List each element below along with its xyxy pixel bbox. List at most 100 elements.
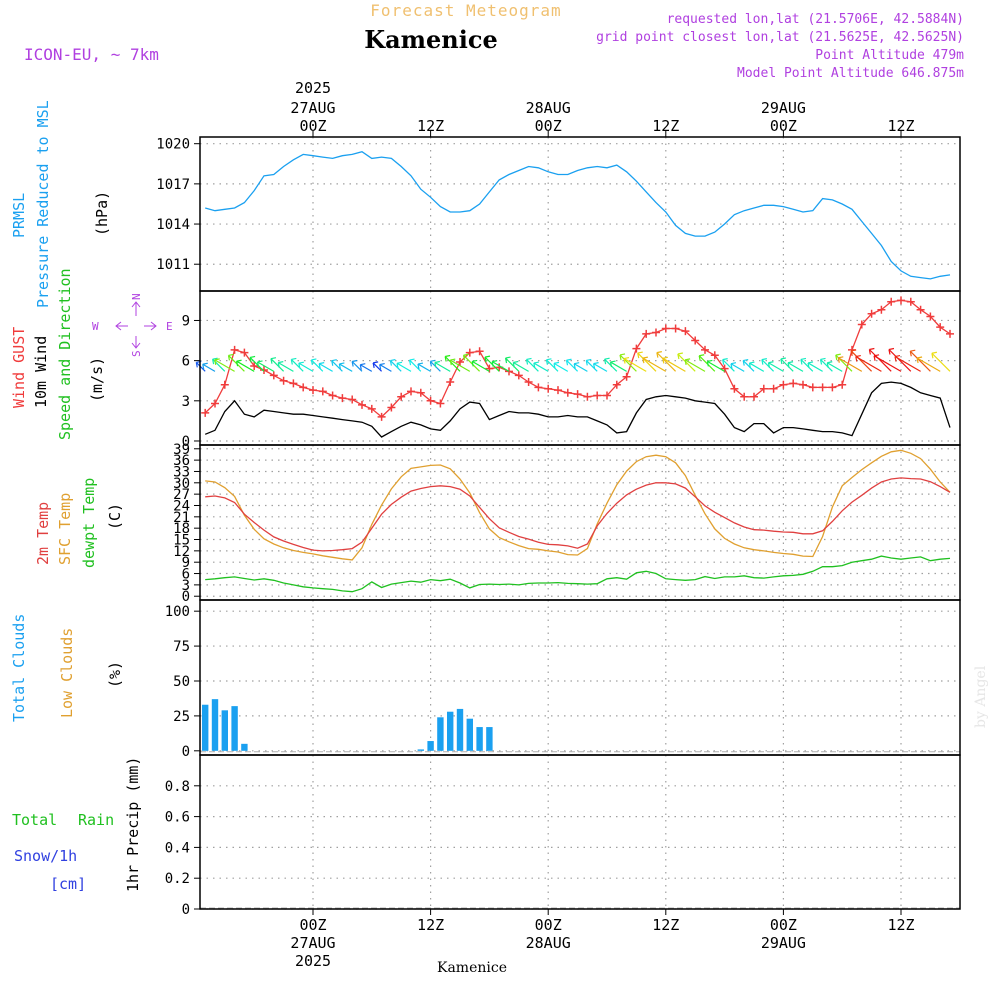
gust-marker (808, 383, 817, 392)
value-tick-label: 0.2 (165, 871, 190, 887)
wind-arrow-head (604, 357, 610, 365)
gust-marker (691, 336, 700, 345)
value-tick-label: 0 (182, 744, 190, 760)
bottom-time-label: 00Z (299, 916, 326, 934)
gridpoint-coords: grid point closest lon,lat (21.5625E, 42… (596, 30, 964, 45)
wind-arrow-head (462, 353, 469, 361)
wind-arrow-shaft (623, 358, 647, 372)
wind-arrow-shaft (471, 360, 490, 372)
wind-direction-arrow (310, 358, 324, 372)
cloud-labels: Total Clouds Low Clouds (%) (10, 614, 124, 722)
value-tick-label: 50 (173, 674, 190, 690)
panel-frame (199, 599, 961, 756)
wind-direction-arrow (623, 356, 647, 372)
value-tick-label: 33 (173, 464, 190, 480)
wind-arrow-head (619, 353, 626, 361)
wind-direction-arrow (819, 357, 833, 372)
top-time-label: 29AUG (761, 99, 806, 117)
wind-arrow-shaft (837, 357, 863, 372)
precip-label-cm: [cm] (50, 875, 86, 893)
gust-marker (289, 379, 298, 388)
wind-arrow-shaft (742, 360, 755, 372)
model-label: ICON-EU, ~ 7km (24, 45, 159, 64)
wind-direction-arrow (318, 362, 333, 372)
wind-arrow-head (408, 358, 415, 366)
value-tick-label: 0 (182, 589, 190, 605)
wind-arrow-head (417, 362, 424, 370)
value-tick-label: 9 (182, 313, 190, 329)
wind-arrow-shaft (894, 356, 921, 372)
wind-arrow-head (873, 354, 880, 361)
wind-arrow-head (767, 361, 774, 368)
wind-arrow-head (642, 356, 648, 364)
wind-direction-arrow (698, 354, 716, 372)
wind-arrow-head (748, 361, 755, 369)
gust-marker (456, 357, 464, 366)
value-tick-label: 25 (173, 709, 190, 725)
top-time-label: 00Z (299, 117, 326, 135)
product-title: Forecast Meteogram (370, 1, 561, 20)
data-layer (195, 150, 960, 909)
wind-direction-arrow (800, 357, 814, 372)
gust-marker (250, 361, 259, 370)
value-tick-label: 27 (173, 487, 190, 503)
wind-direction-arrow (855, 354, 882, 372)
wind-direction-arrow (504, 356, 520, 372)
wind-arrow-head (916, 356, 923, 364)
gust-marker (603, 391, 611, 400)
wind-direction-arrow (298, 361, 314, 372)
wind-arrow-shaft (505, 357, 520, 372)
precip-label-snow: Snow/1h (14, 847, 77, 865)
wind-arrow-shaft (339, 363, 353, 372)
wind-direction-arrow (767, 361, 784, 372)
gust-marker (514, 371, 523, 380)
wind-direction-arrow (249, 355, 265, 372)
gust-marker (299, 383, 308, 392)
wind-direction-arrow (642, 356, 667, 372)
wind-arrow-shaft (637, 352, 657, 372)
wind-direction-arrow (471, 359, 490, 372)
gust-marker (936, 323, 945, 332)
wind-arrow-shaft (585, 359, 598, 372)
bottom-time-label: 29AUG (761, 934, 806, 952)
wind-direction-arrow (837, 356, 863, 372)
cloud-bar (241, 743, 248, 751)
wind-arrow-shaft (916, 357, 941, 372)
gust-marker (877, 305, 886, 314)
credit-watermark: by Angel (973, 665, 989, 728)
wind-arrow-head (837, 356, 844, 363)
wind-arrow-shaft (730, 363, 745, 372)
wind-arrow-head (338, 362, 345, 370)
wind-arrow-shaft (707, 360, 725, 372)
temp-label-2m: 2m Temp (34, 502, 52, 565)
wind-arrow-shaft (722, 359, 735, 372)
wind-direction-arrow (585, 358, 598, 372)
cloud-label-total: Total Clouds (10, 614, 28, 722)
wind-arrow-head (868, 347, 875, 355)
wind-arrow-shaft (434, 361, 451, 372)
value-tick-label: 3 (182, 578, 190, 594)
compass-arrows-icon (115, 301, 157, 349)
wind-direction-arrow (351, 359, 363, 372)
model-altitude: Model Point Altitude 646.875m (737, 66, 964, 81)
wind-direction-arrow (565, 358, 579, 372)
wind-direction-arrow (277, 361, 294, 372)
cloud-bar (427, 741, 434, 751)
temp-2m-line (205, 477, 951, 552)
wind-arrow-head (533, 361, 539, 369)
gust-marker (475, 347, 484, 356)
top-time-label: 00Z (770, 117, 797, 135)
wind-direction-arrow (449, 358, 471, 372)
panel-frame (199, 290, 961, 446)
wind-arrow-shaft (656, 352, 677, 372)
wind-arrow-shaft (553, 362, 569, 372)
wind-direction-arrow (462, 353, 481, 372)
gust-marker (867, 309, 876, 318)
wind-direction-arrow (396, 361, 412, 372)
wind-direction-arrow (909, 349, 931, 372)
wind-direction-arrow (372, 361, 383, 372)
dewpt-line (205, 555, 951, 593)
wind-arrow-head (290, 357, 297, 365)
wind-arrow-shaft (780, 358, 794, 372)
point-altitude: Point Altitude 479m (815, 48, 964, 63)
